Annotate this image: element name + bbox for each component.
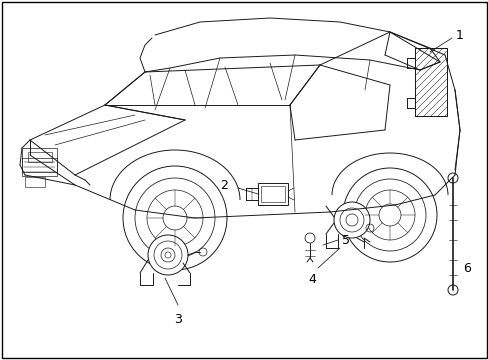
Bar <box>414 48 446 116</box>
Bar <box>258 183 287 205</box>
Bar <box>25 177 45 187</box>
Circle shape <box>164 252 171 258</box>
Text: 1: 1 <box>455 28 463 41</box>
Bar <box>22 148 57 176</box>
Bar <box>414 48 446 116</box>
Circle shape <box>148 235 187 275</box>
Text: 3: 3 <box>174 313 182 326</box>
Text: 2: 2 <box>220 179 227 192</box>
Circle shape <box>447 173 457 183</box>
Bar <box>22 158 57 172</box>
Text: 6: 6 <box>462 261 470 274</box>
Circle shape <box>447 285 457 295</box>
Circle shape <box>305 233 314 243</box>
Text: 4: 4 <box>307 273 315 286</box>
Bar <box>261 186 285 202</box>
Circle shape <box>333 202 369 238</box>
Text: 5: 5 <box>341 234 349 247</box>
Bar <box>28 152 52 162</box>
